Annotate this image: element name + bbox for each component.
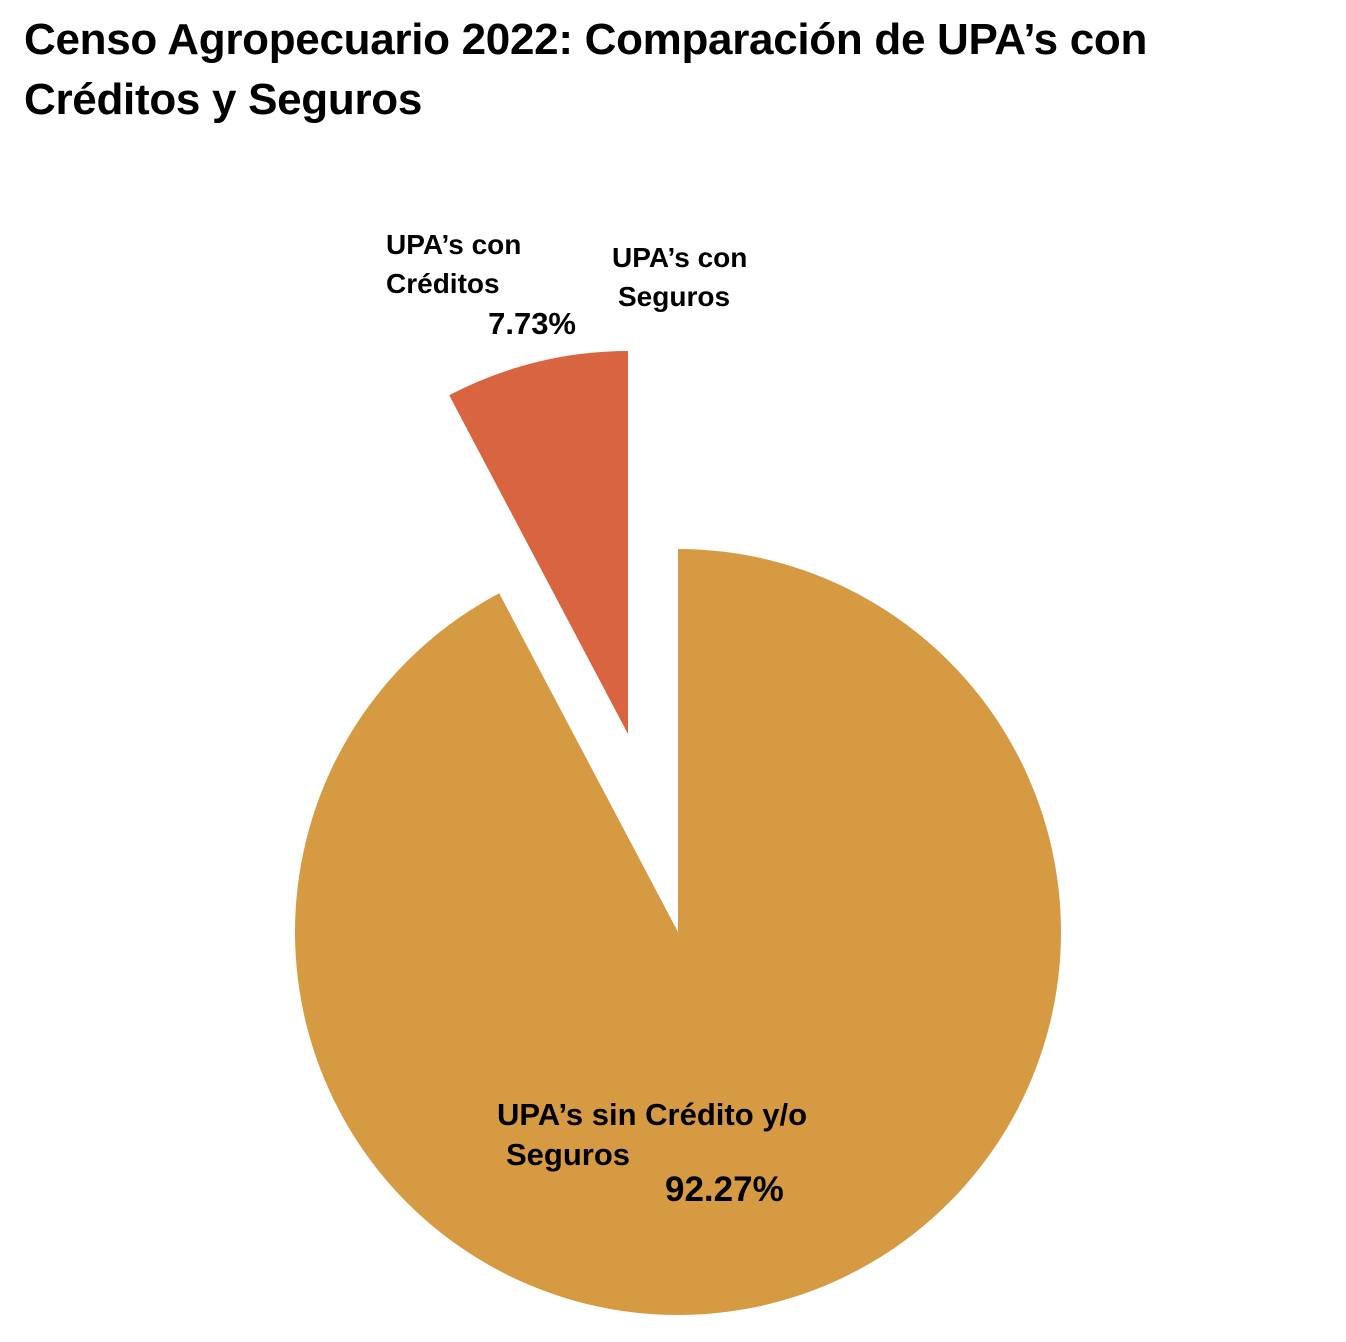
chart-title: Censo Agropecuario 2022: Comparación de … <box>24 15 1148 124</box>
pie-slice-con-creditos <box>449 351 628 734</box>
slice-label-con-creditos: UPA’s con Créditos 7.73% <box>386 229 576 341</box>
pie-slice-sin-credito-seguros <box>295 549 1062 1316</box>
slice-label-con-seguros: UPA’s con Seguros <box>612 242 747 312</box>
slice-label-text-sin-credito-seguros: UPA’s sin Crédito y/o Seguros <box>497 1097 807 1172</box>
slice-value-sin-credito-seguros: 92.27% <box>665 1170 784 1209</box>
slice-value-con-creditos: 7.73% <box>488 306 576 341</box>
slice-label-text-con-creditos: UPA’s con Créditos <box>386 229 521 299</box>
slice-label-text-con-seguros: UPA’s con Seguros <box>612 242 747 312</box>
